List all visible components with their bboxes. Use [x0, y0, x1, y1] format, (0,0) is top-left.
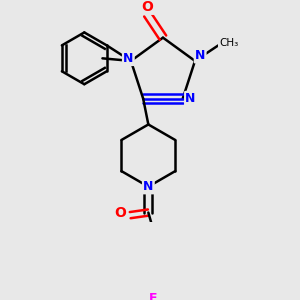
Text: N: N — [143, 180, 154, 193]
Text: O: O — [114, 206, 126, 220]
Text: N: N — [195, 49, 205, 62]
Text: N: N — [123, 52, 134, 65]
Text: O: O — [142, 0, 153, 14]
Text: F: F — [149, 292, 158, 300]
Text: CH₃: CH₃ — [219, 38, 238, 48]
Text: N: N — [185, 92, 196, 105]
